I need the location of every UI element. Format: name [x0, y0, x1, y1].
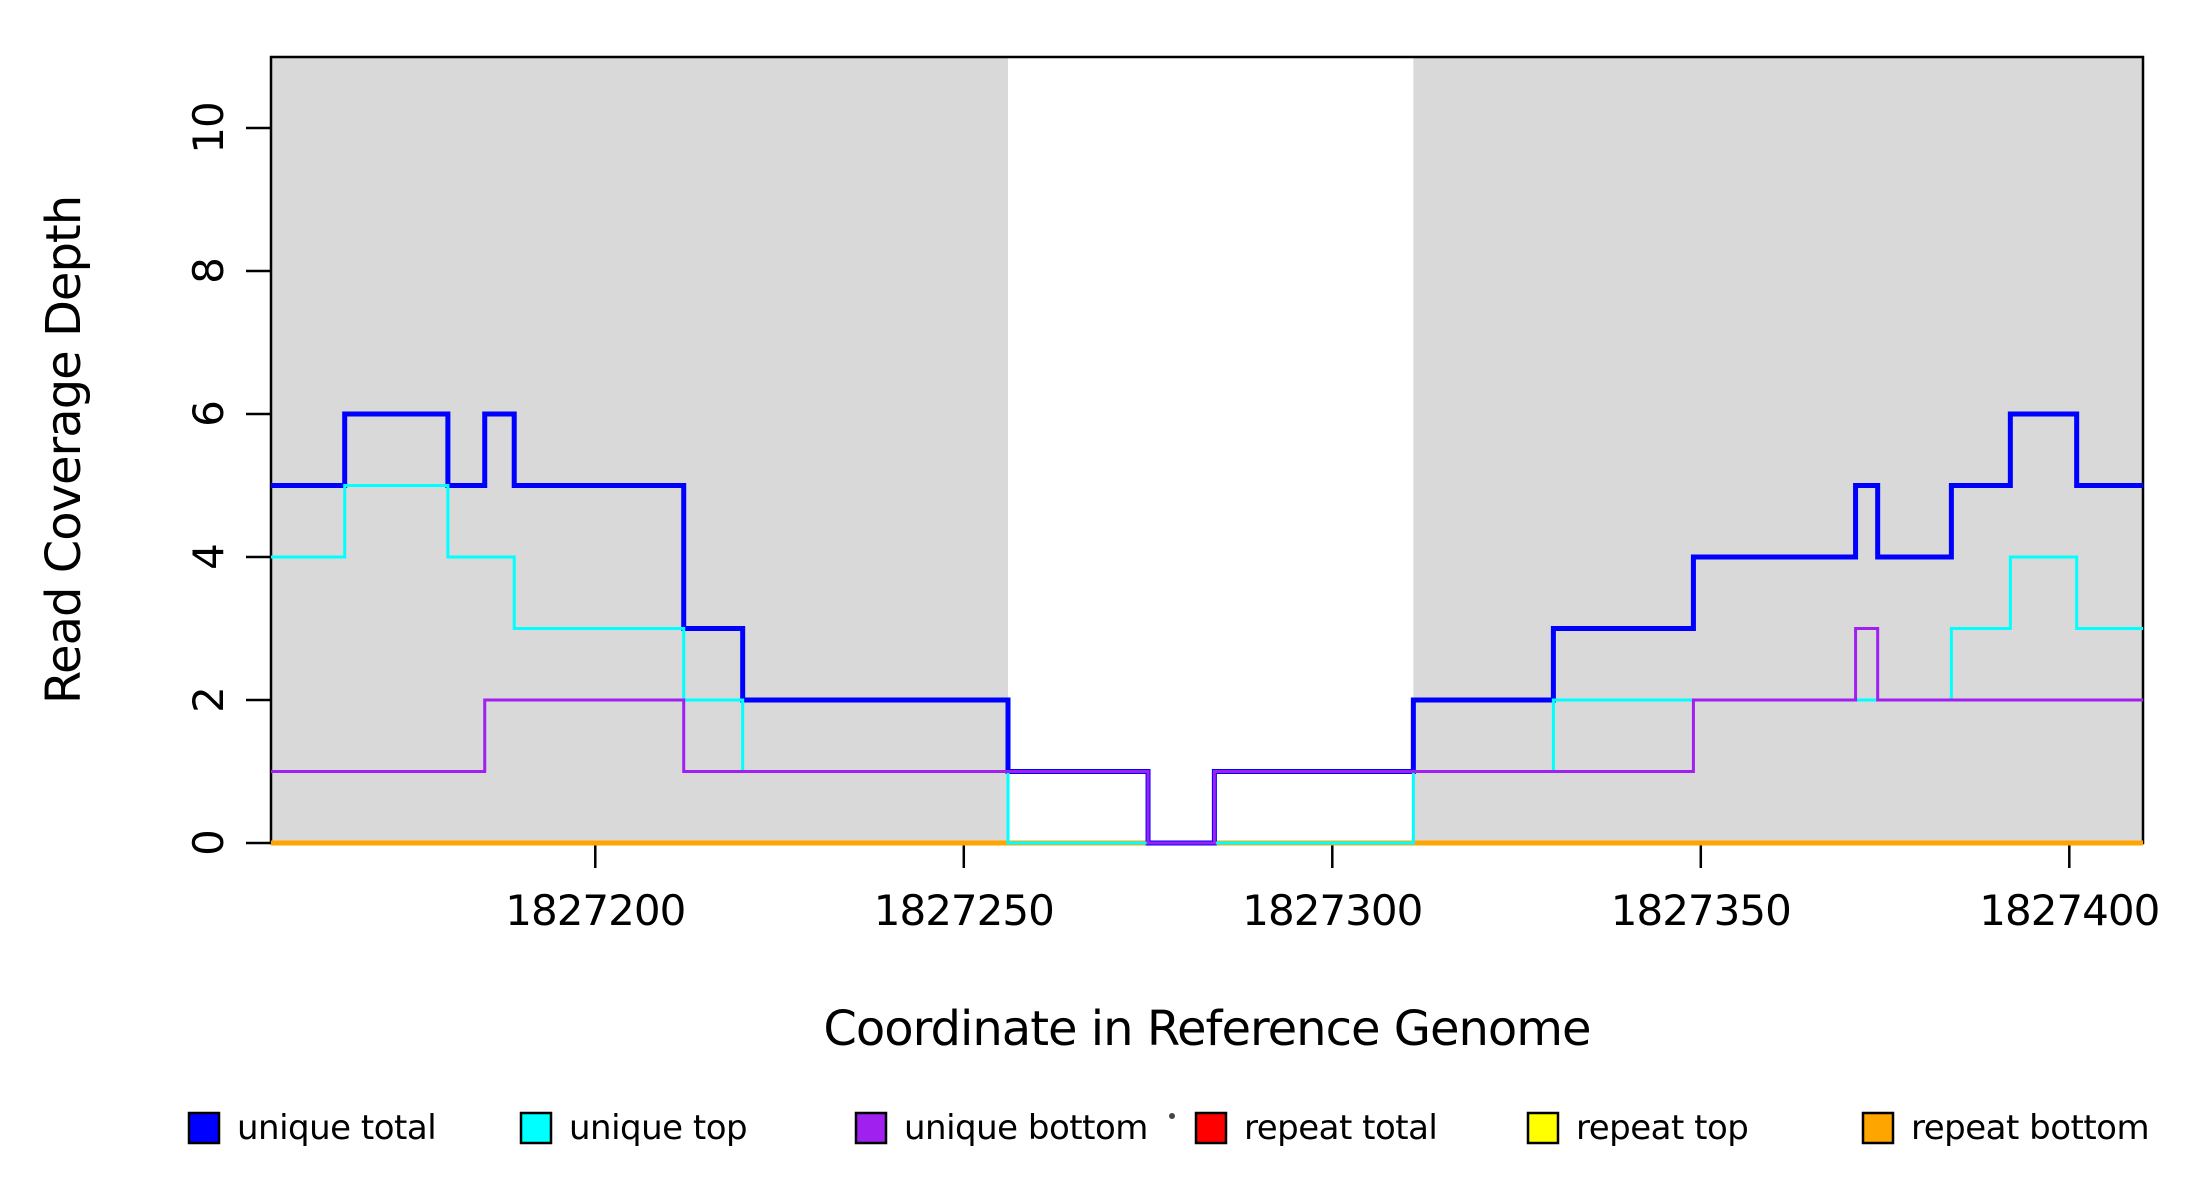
legend-label: repeat total — [1244, 1108, 1437, 1148]
legend-label: unique bottom — [904, 1108, 1148, 1148]
legend-swatch-repeat-top — [1526, 1111, 1560, 1145]
x-tick-label: 1827200 — [505, 886, 685, 935]
x-axis-title: Coordinate in Reference Genome — [823, 1001, 1590, 1057]
legend-swatch-repeat-bottom — [1861, 1111, 1895, 1145]
legend-item-repeat-top: repeat top — [1526, 1108, 1749, 1148]
y-tick-label: 8 — [184, 258, 233, 284]
x-tick-label: 1827300 — [1242, 886, 1422, 935]
legend-label: unique total — [237, 1108, 436, 1148]
y-axis: 0 2 4 6 8 10 — [184, 102, 271, 856]
y-tick-label: 6 — [184, 401, 233, 427]
shaded-regions — [271, 57, 2143, 843]
legend-swatch-unique-top — [519, 1111, 553, 1145]
y-tick-label: 0 — [184, 830, 233, 856]
legend-swatch-repeat-total — [1194, 1111, 1228, 1145]
y-tick-label: 4 — [184, 544, 233, 570]
legend-item-repeat-bottom: repeat bottom — [1861, 1108, 2150, 1148]
stray-dot — [1169, 1113, 1175, 1119]
x-axis: 1827200 1827250 1827300 1827350 1827400 — [505, 843, 2160, 935]
legend-item-unique-total: unique total — [187, 1108, 437, 1148]
legend-label: unique top — [569, 1108, 747, 1148]
shaded-region-unique-mappability-left — [271, 57, 1009, 843]
legend-label: repeat top — [1576, 1108, 1748, 1148]
x-tick-label: 1827250 — [874, 886, 1054, 935]
legend-swatch-unique-total — [187, 1111, 221, 1145]
series-line-unique-bottom — [271, 627, 2143, 845]
legend-label: repeat bottom — [1911, 1108, 2149, 1148]
x-tick-label: 1827400 — [1979, 886, 2159, 935]
legend-swatch-unique-bottom — [854, 1111, 888, 1145]
x-tick-label: 1827350 — [1611, 886, 1791, 935]
legend-item-repeat-total: repeat total — [1194, 1108, 1438, 1148]
y-tick-label: 2 — [184, 687, 233, 713]
series-line-unique-top — [271, 484, 2143, 845]
series-lines — [271, 411, 2143, 846]
y-tick-label: 10 — [184, 102, 233, 153]
legend-item-unique-bottom: unique bottom — [854, 1108, 1148, 1148]
legend-item-unique-top: unique top — [519, 1108, 748, 1148]
shaded-region-unique-mappability-right — [1413, 57, 2143, 843]
y-axis-title: Read Coverage Depth — [36, 196, 92, 704]
legend: unique total unique top unique bottom repea… — [187, 1108, 2150, 1148]
